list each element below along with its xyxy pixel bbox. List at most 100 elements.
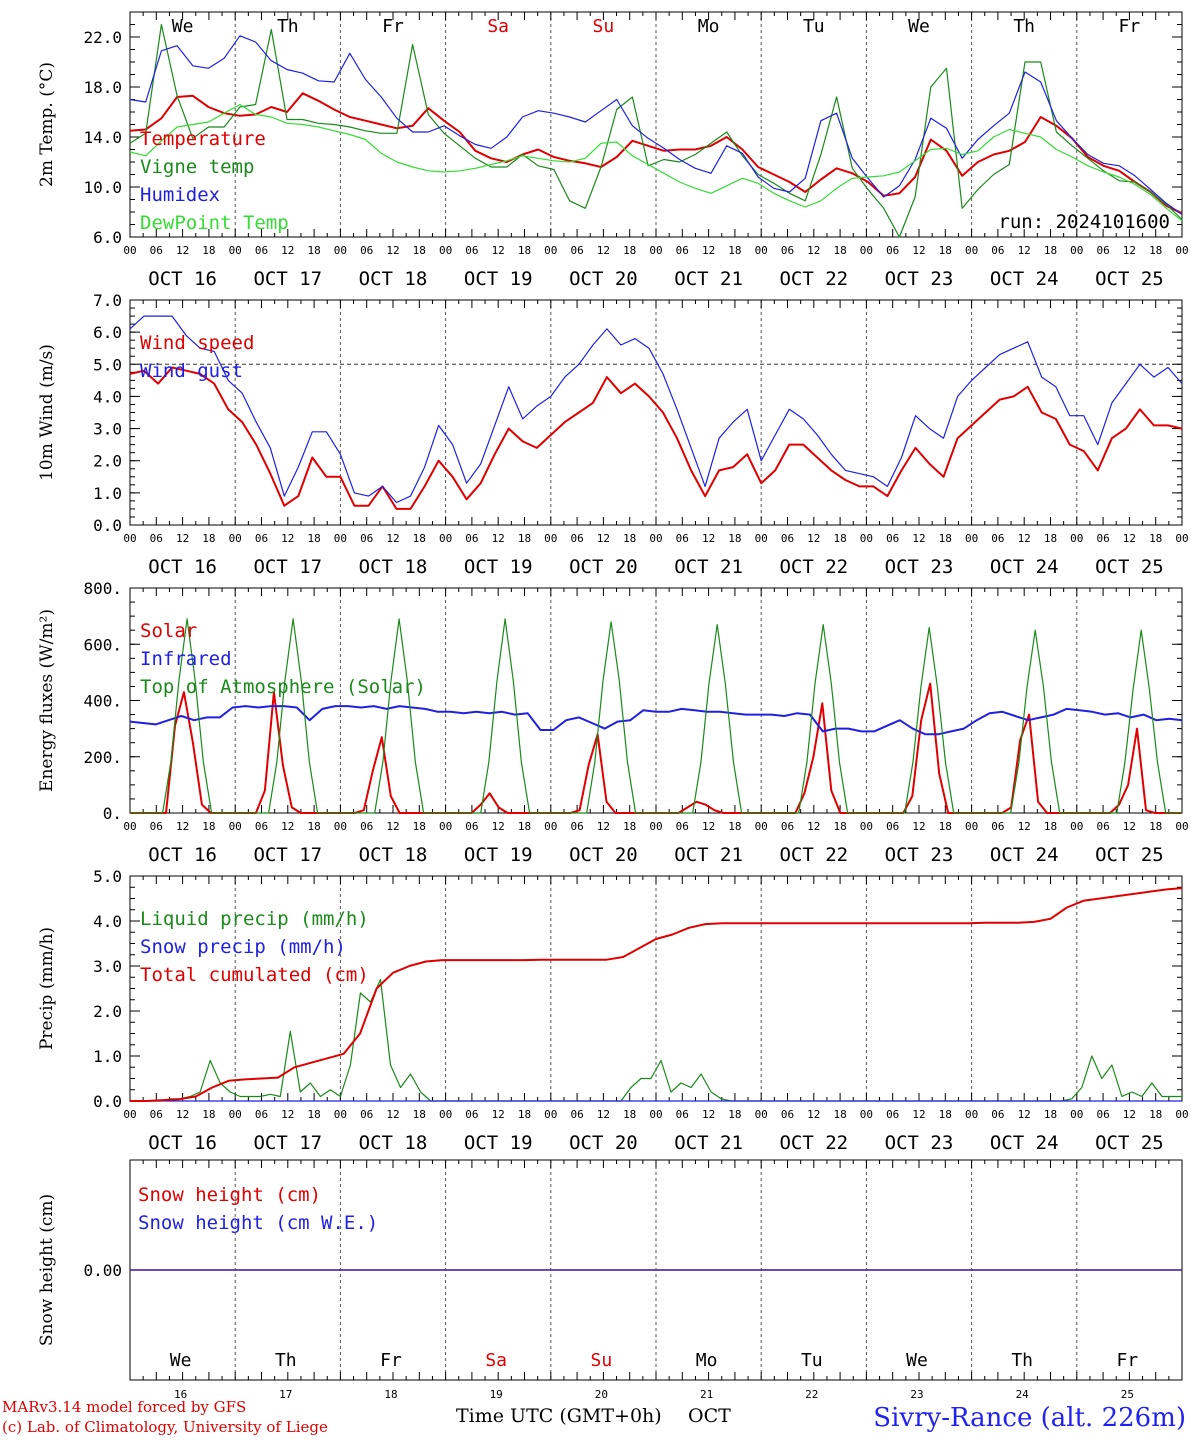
- hour-tick-label: 06: [1096, 1108, 1109, 1121]
- hour-tick-label: 12: [386, 244, 399, 257]
- hour-tick-label: 06: [570, 532, 583, 545]
- credit-line-1: MARv3.14 model forced by GFS: [2, 1398, 247, 1416]
- day-name-top: We: [908, 16, 930, 37]
- hour-tick-label: 00: [755, 532, 768, 545]
- hour-tick-label: 00: [123, 532, 136, 545]
- day-name-top: Tu: [803, 16, 825, 37]
- day-name-bottom: Mo: [696, 1350, 718, 1371]
- hour-tick-label: 00: [544, 532, 557, 545]
- hour-tick-label: 12: [807, 1108, 820, 1121]
- hour-tick-label: 18: [413, 532, 426, 545]
- date-label: OCT 18: [359, 1132, 428, 1154]
- y-tick-label: 0.0: [93, 1092, 122, 1111]
- hour-tick-label: 06: [360, 244, 373, 257]
- hour-tick-label: 06: [255, 820, 268, 833]
- hour-tick-label: 12: [281, 244, 294, 257]
- hour-tick-label: 12: [702, 1108, 715, 1121]
- hour-tick-label: 00: [860, 532, 873, 545]
- hour-tick-label: 06: [886, 532, 899, 545]
- x-axis-title: Time UTC (GMT+0h): [456, 1405, 662, 1427]
- hour-tick-label: 06: [255, 1108, 268, 1121]
- day-number-bottom: 17: [279, 1388, 292, 1401]
- hour-tick-label: 00: [229, 820, 242, 833]
- hour-tick-label: 06: [991, 532, 1004, 545]
- hour-tick-label: 18: [307, 532, 320, 545]
- hour-tick-label: 00: [1070, 532, 1083, 545]
- snow-legend-entry: Snow height (cm): [138, 1184, 321, 1206]
- hour-tick-label: 18: [1149, 1108, 1162, 1121]
- temp-legend-entry: Temperature: [140, 128, 266, 150]
- date-label: OCT 22: [779, 1132, 848, 1154]
- date-label: OCT 25: [1095, 268, 1164, 290]
- hour-tick-label: 12: [281, 532, 294, 545]
- hour-tick-label: 00: [1175, 820, 1188, 833]
- hour-tick-label: 18: [1149, 244, 1162, 257]
- precip-legend-entry: Total cumulated (cm): [140, 964, 369, 986]
- precip-panel: 0.0 1.0 2.0 3.0 4.0 5.0 Precip (mm/h) 00 06 12 18 O…: [37, 867, 1189, 1154]
- hour-tick-label: 18: [939, 1108, 952, 1121]
- hour-tick-label: 06: [465, 820, 478, 833]
- hour-tick-label: 18: [939, 244, 952, 257]
- y-tick-label: 22.0: [83, 28, 122, 47]
- day-name-top: Fr: [1119, 16, 1141, 37]
- precip-series-total-cumulated-cm-: [130, 887, 1183, 1102]
- day-number-bottom: 25: [1121, 1388, 1134, 1401]
- hour-tick-label: 18: [202, 532, 215, 545]
- hour-tick-label: 18: [728, 820, 741, 833]
- date-label: OCT 21: [674, 1132, 743, 1154]
- hour-tick-label: 06: [150, 244, 163, 257]
- hour-tick-label: 06: [150, 532, 163, 545]
- date-label: OCT 16: [148, 1132, 217, 1154]
- hour-tick-label: 18: [833, 1108, 846, 1121]
- hour-tick-label: 00: [649, 1108, 662, 1121]
- hour-tick-label: 12: [1123, 532, 1136, 545]
- day-number-bottom: 16: [174, 1388, 187, 1401]
- hour-tick-label: 12: [1123, 1108, 1136, 1121]
- date-label: OCT 21: [674, 556, 743, 578]
- hour-tick-label: 12: [1123, 244, 1136, 257]
- day-name-top: Sa: [487, 16, 509, 37]
- hour-tick-label: 06: [150, 1108, 163, 1121]
- hour-tick-label: 18: [939, 820, 952, 833]
- hour-tick-label: 00: [123, 820, 136, 833]
- hour-tick-label: 18: [623, 820, 636, 833]
- hour-tick-label: 06: [150, 820, 163, 833]
- date-label: OCT 20: [569, 556, 638, 578]
- hour-tick-label: 12: [281, 820, 294, 833]
- hour-tick-label: 12: [492, 244, 505, 257]
- wind-legend-entry: Wind gust: [140, 360, 243, 382]
- hour-tick-label: 00: [334, 1108, 347, 1121]
- hour-tick-label: 12: [492, 820, 505, 833]
- y-tick-label: 6.0: [93, 228, 122, 247]
- date-label: OCT 18: [359, 268, 428, 290]
- y-tick-label: 4.0: [93, 387, 122, 406]
- hour-tick-label: 00: [1070, 820, 1083, 833]
- temp-legend-entry: Humidex: [140, 184, 220, 206]
- snow-legend-entry: Snow height (cm W.E.): [138, 1212, 378, 1234]
- hour-tick-label: 18: [833, 244, 846, 257]
- hour-tick-label: 06: [676, 1108, 689, 1121]
- flux-panel: 0. 200. 400. 600. 800. Energy fluxes (W/m²) 00…: [37, 579, 1189, 866]
- hour-tick-label: 12: [176, 1108, 189, 1121]
- date-label: OCT 18: [359, 844, 428, 866]
- hour-tick-label: 06: [255, 532, 268, 545]
- hour-tick-label: 18: [728, 244, 741, 257]
- hour-tick-label: 06: [1096, 244, 1109, 257]
- hour-tick-label: 06: [676, 244, 689, 257]
- date-label: OCT 25: [1095, 556, 1164, 578]
- precip-legend-entry: Snow precip (mm/h): [140, 936, 346, 958]
- hour-tick-label: 00: [860, 244, 873, 257]
- date-label: OCT 20: [569, 1132, 638, 1154]
- date-label: OCT 22: [779, 556, 848, 578]
- hour-tick-label: 18: [413, 820, 426, 833]
- hour-tick-label: 18: [1044, 532, 1057, 545]
- date-label: OCT 18: [359, 556, 428, 578]
- hour-tick-label: 12: [912, 820, 925, 833]
- temp-legend-entry: DewPoint Temp: [140, 212, 289, 234]
- temp-y-label: 2m Temp. (°C): [37, 62, 57, 187]
- day-number-bottom: 19: [490, 1388, 503, 1401]
- hour-tick-label: 18: [202, 820, 215, 833]
- precip-legend-entry: Liquid precip (mm/h): [140, 908, 369, 930]
- y-tick-label: 3.0: [93, 420, 122, 439]
